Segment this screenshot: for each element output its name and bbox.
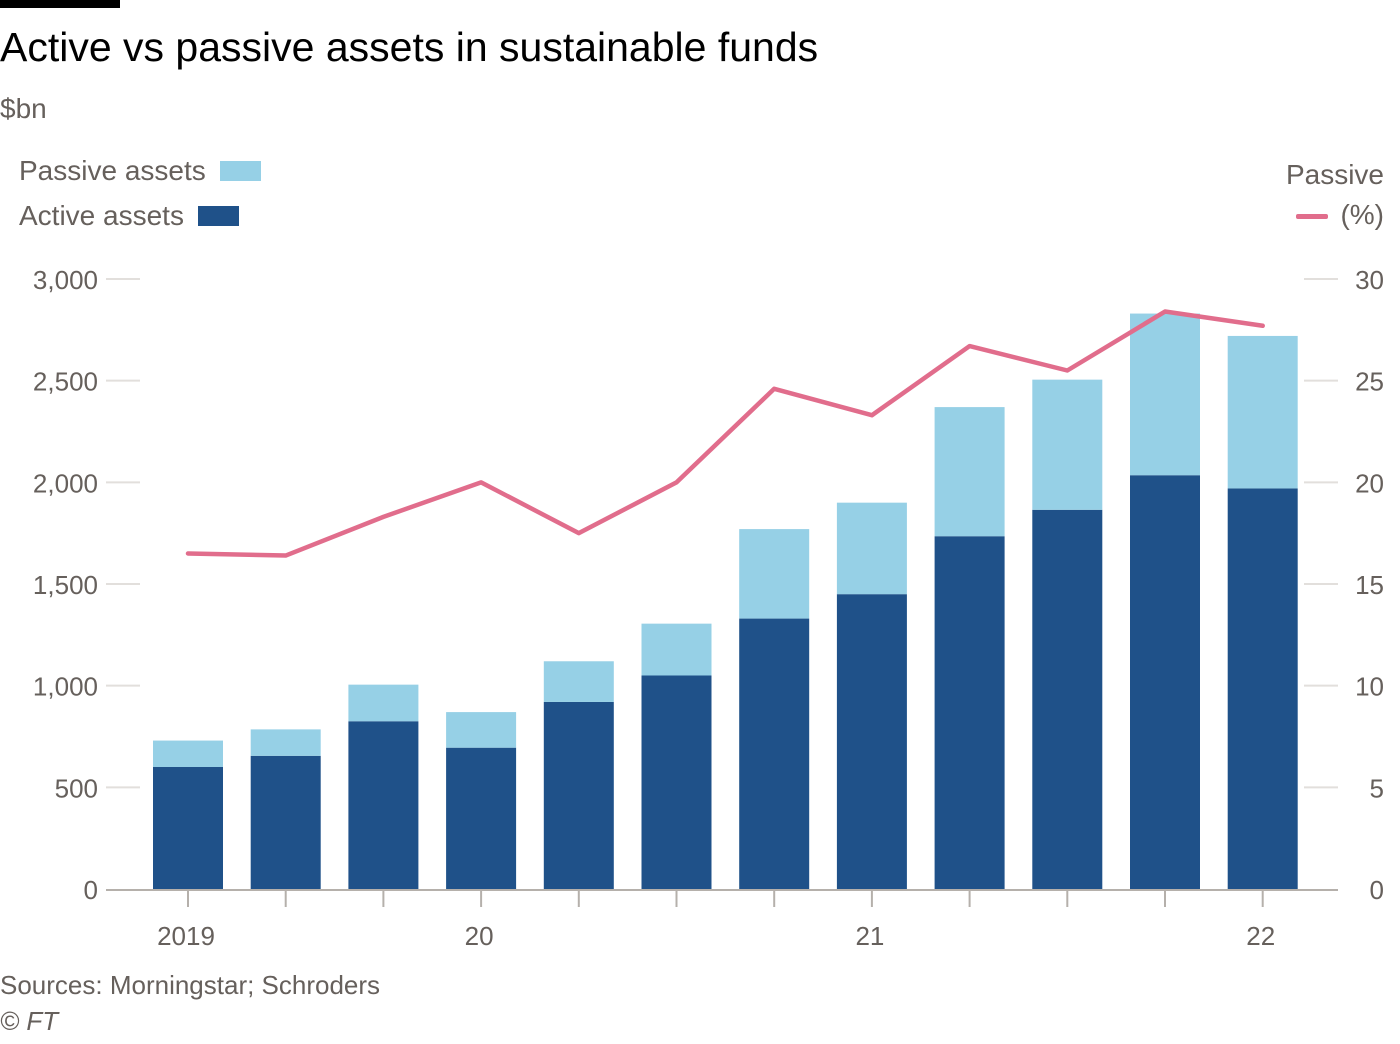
bar-active xyxy=(641,675,712,889)
x-tick-label: 22 xyxy=(1246,921,1275,951)
bar-active xyxy=(934,536,1005,889)
bar-passive xyxy=(739,529,810,619)
y-tick-label: 3,000 xyxy=(33,265,98,295)
y-tick-label: 2,000 xyxy=(33,468,98,498)
chart-title: Active vs passive assets in sustainable … xyxy=(0,24,819,70)
legend-active: Active assets xyxy=(19,200,239,232)
source-note: Sources: Morningstar; Schroders xyxy=(0,970,381,1000)
bar-passive xyxy=(153,740,223,767)
y-tick-label: 2,500 xyxy=(33,367,98,397)
x-tick-label: 21 xyxy=(855,921,884,951)
bar-passive xyxy=(934,407,1005,537)
bar-active xyxy=(446,747,517,889)
bar-passive xyxy=(1130,313,1200,476)
y2-tick-label: 0 xyxy=(1370,875,1384,905)
bar-active xyxy=(1032,509,1103,889)
legend-active-label: Active assets xyxy=(19,200,184,231)
y-tick-label: 1,500 xyxy=(33,570,98,600)
bar-active xyxy=(250,755,321,889)
passive-share-line xyxy=(185,309,1265,558)
bar-passive xyxy=(543,661,614,702)
bar-active xyxy=(1130,475,1200,889)
legend-passive-swatch xyxy=(219,161,261,181)
y2-tick-label: 10 xyxy=(1355,672,1384,702)
bar-active xyxy=(1227,488,1298,889)
bar-active xyxy=(153,767,223,889)
bar-active xyxy=(739,618,810,889)
bar-active xyxy=(836,594,907,889)
legend-passive-share: Passive (%) xyxy=(1286,155,1384,235)
bar-passive xyxy=(446,712,517,748)
legend-line-swatch xyxy=(1296,214,1329,220)
bar-passive xyxy=(250,729,321,756)
bar-active xyxy=(543,701,614,889)
bar-passive xyxy=(836,502,907,595)
bar-active xyxy=(348,721,419,889)
legend-line-label-bottom: (%) xyxy=(1340,199,1384,230)
x-tick-label: 2019 xyxy=(157,921,215,951)
legend-passive: Passive assets xyxy=(19,155,261,187)
y2-tick-label: 15 xyxy=(1355,570,1384,600)
y2-tick-label: 5 xyxy=(1370,773,1384,803)
y-tick-label: 0 xyxy=(84,875,98,905)
bar-passive xyxy=(641,623,712,676)
bar-passive xyxy=(1032,379,1103,510)
copyright-note: © FT xyxy=(0,1006,59,1036)
legend-active-swatch xyxy=(197,206,239,226)
y2-tick-label: 25 xyxy=(1355,367,1384,397)
legend-line-label-top: Passive xyxy=(1285,159,1384,190)
x-tick-label: 20 xyxy=(465,921,494,951)
title-accent-bar xyxy=(0,0,120,8)
y-tick-label: 500 xyxy=(55,773,98,803)
y2-tick-label: 30 xyxy=(1355,265,1384,295)
bar-passive xyxy=(1227,335,1298,489)
legend-passive-label: Passive assets xyxy=(19,155,206,186)
y2-tick-label: 20 xyxy=(1355,468,1384,498)
y-tick-label: 1,000 xyxy=(33,672,98,702)
unit-label: $bn xyxy=(0,93,47,124)
bar-passive xyxy=(348,684,419,722)
